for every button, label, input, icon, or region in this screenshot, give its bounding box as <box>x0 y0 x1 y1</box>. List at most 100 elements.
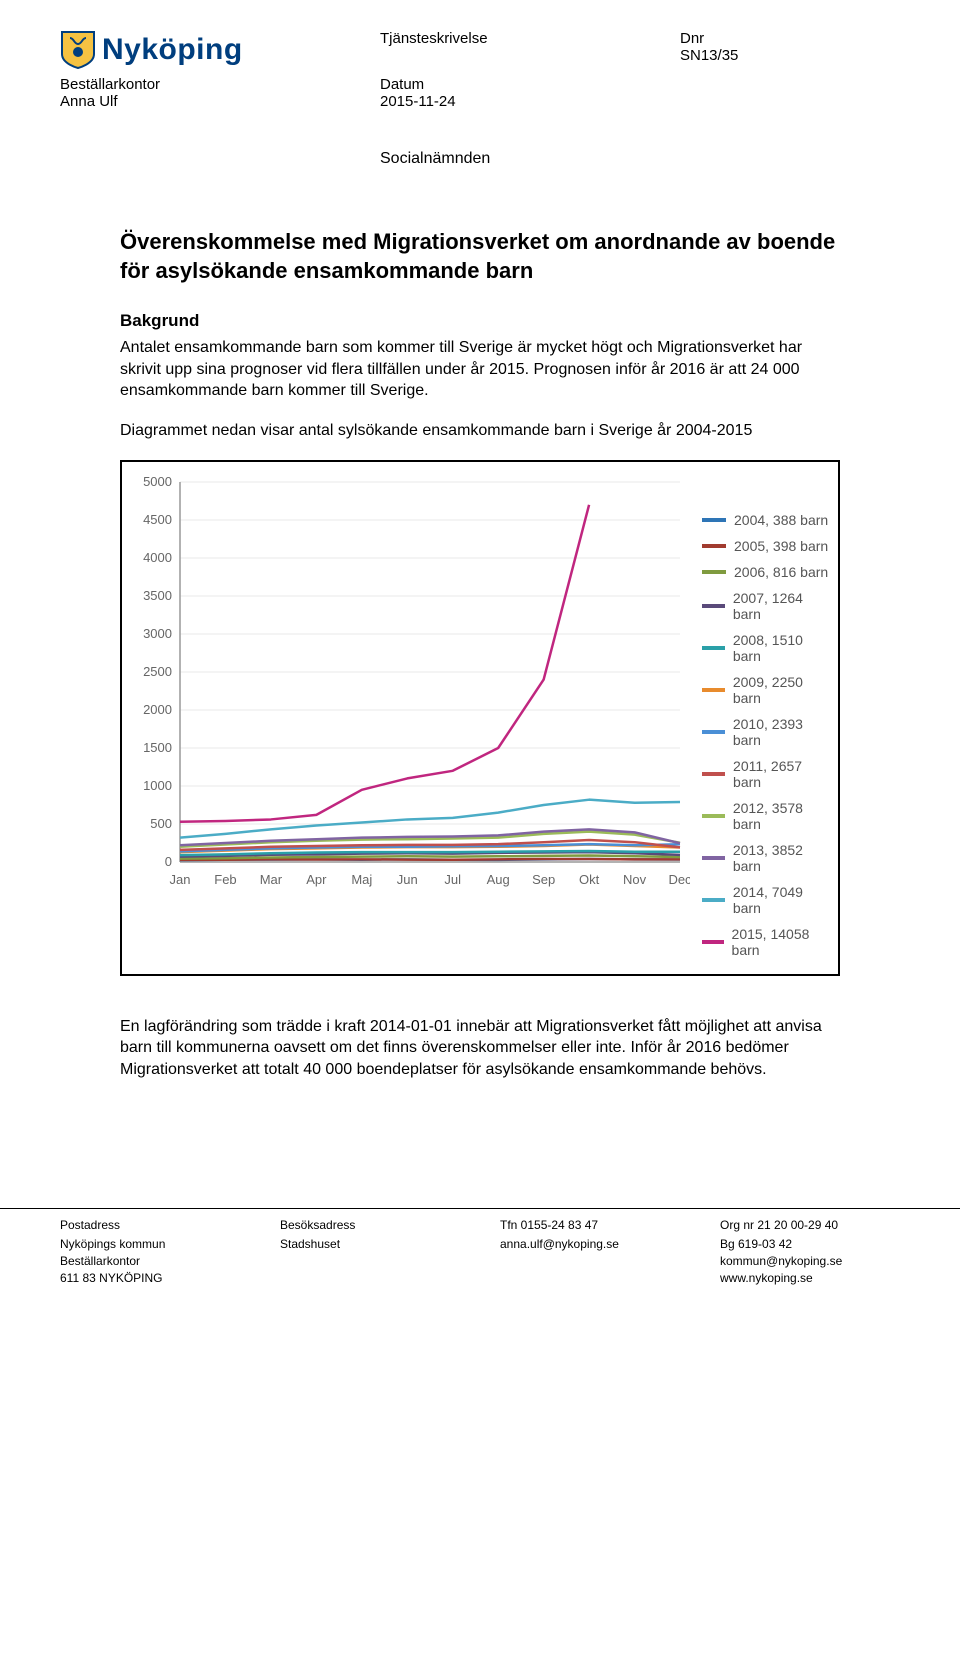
svg-text:1000: 1000 <box>143 778 172 793</box>
svg-text:Dec: Dec <box>668 872 690 887</box>
footer-col-3: Tfn 0155-24 83 47 anna.ulf@nykoping.se <box>500 1217 680 1286</box>
legend-item: 2006, 816 barn <box>702 564 830 580</box>
header-doc-type: Tjänsteskrivelse <box>380 30 680 47</box>
logo-text: Nyköping <box>102 33 243 67</box>
legend-swatch <box>702 646 725 650</box>
legend-label: 2009, 2250 barn <box>733 674 830 706</box>
legend-swatch <box>702 940 724 944</box>
svg-text:Feb: Feb <box>214 872 236 887</box>
legend-item: 2007, 1264 barn <box>702 590 830 622</box>
svg-text:2000: 2000 <box>143 702 172 717</box>
header-sub: Beställarkontor Anna Ulf Datum 2015-11-2… <box>60 76 900 110</box>
legend-item: 2013, 3852 barn <box>702 842 830 874</box>
line-chart: 0500100015002000250030003500400045005000… <box>130 472 690 892</box>
legend-swatch <box>702 604 725 608</box>
dnr-value: SN13/35 <box>680 47 900 64</box>
chart-frame: 0500100015002000250030003500400045005000… <box>120 460 840 976</box>
chart-plot: 0500100015002000250030003500400045005000… <box>130 472 690 892</box>
svg-text:1500: 1500 <box>143 740 172 755</box>
author: Anna Ulf <box>60 93 380 110</box>
page: Nyköping Tjänsteskrivelse Dnr SN13/35 Be… <box>0 0 960 1128</box>
footer-orgnr: Org nr 21 20 00-29 40 <box>720 1217 900 1234</box>
svg-text:Okt: Okt <box>579 872 600 887</box>
legend-swatch <box>702 518 726 522</box>
svg-text:Aug: Aug <box>487 872 510 887</box>
footer-tfn: Tfn 0155-24 83 47 <box>500 1217 680 1234</box>
svg-text:Jun: Jun <box>397 872 418 887</box>
footer: Postadress Nyköpings kommun Beställarkon… <box>0 1208 960 1296</box>
svg-text:Jul: Jul <box>444 872 461 887</box>
page-title: Överenskommelse med Migrationsverket om … <box>120 228 840 285</box>
logo-block: Nyköping <box>60 30 380 70</box>
para-1: Antalet ensamkommande barn som kommer ti… <box>120 337 840 402</box>
date-value: 2015-11-24 <box>380 93 680 110</box>
legend-swatch <box>702 772 725 776</box>
svg-text:5000: 5000 <box>143 474 172 489</box>
footer-www: www.nykoping.se <box>720 1270 900 1287</box>
footer-bg: Bg 619-03 42 <box>720 1236 900 1253</box>
date-label: Datum <box>380 76 680 93</box>
svg-text:500: 500 <box>150 816 172 831</box>
svg-text:2500: 2500 <box>143 664 172 679</box>
legend-swatch <box>702 544 726 548</box>
footer-col-4: Org nr 21 20 00-29 40 Bg 619-03 42 kommu… <box>720 1217 900 1286</box>
legend-swatch <box>702 730 725 734</box>
legend-item: 2015, 14058 barn <box>702 926 830 958</box>
footer-besok-label: Besöksadress <box>280 1217 460 1234</box>
shield-icon <box>60 30 96 70</box>
footer-postadress-l3: 611 83 NYKÖPING <box>60 1270 240 1287</box>
footer-col-2: Besöksadress Stadshuset <box>280 1217 460 1286</box>
legend-label: 2008, 1510 barn <box>733 632 830 664</box>
legend-swatch <box>702 688 725 692</box>
legend-item: 2005, 398 barn <box>702 538 830 554</box>
footer-email: anna.ulf@nykoping.se <box>500 1236 680 1253</box>
para-2: Diagrammet nedan visar antal sylsökande … <box>120 420 840 442</box>
legend-label: 2011, 2657 barn <box>733 758 830 790</box>
footer-kommun-email: kommun@nykoping.se <box>720 1253 900 1270</box>
svg-text:Mar: Mar <box>260 872 283 887</box>
header-top: Nyköping Tjänsteskrivelse Dnr SN13/35 <box>60 30 900 70</box>
legend-item: 2012, 3578 barn <box>702 800 830 832</box>
chart-inner: 0500100015002000250030003500400045005000… <box>130 472 830 968</box>
svg-text:Jan: Jan <box>170 872 191 887</box>
para-3: En lagförändring som trädde i kraft 2014… <box>120 1016 840 1081</box>
dnr-label: Dnr <box>680 30 900 47</box>
background-heading: Bakgrund <box>120 311 840 331</box>
legend-label: 2006, 816 barn <box>734 564 828 580</box>
footer-besok-l1: Stadshuset <box>280 1236 460 1253</box>
legend-swatch <box>702 570 726 574</box>
legend-label: 2010, 2393 barn <box>733 716 830 748</box>
svg-text:Nov: Nov <box>623 872 647 887</box>
legend-item: 2004, 388 barn <box>702 512 830 528</box>
header-date: Datum 2015-11-24 <box>380 76 680 110</box>
svg-text:3500: 3500 <box>143 588 172 603</box>
legend-item: 2009, 2250 barn <box>702 674 830 706</box>
footer-postadress-l2: Beställarkontor <box>60 1253 240 1270</box>
recipient: Socialnämnden <box>380 150 900 168</box>
footer-col-1: Postadress Nyköpings kommun Beställarkon… <box>60 1217 240 1286</box>
legend-label: 2012, 3578 barn <box>733 800 830 832</box>
legend-label: 2004, 388 barn <box>734 512 828 528</box>
legend-item: 2014, 7049 barn <box>702 884 830 916</box>
svg-text:4500: 4500 <box>143 512 172 527</box>
svg-text:0: 0 <box>165 854 172 869</box>
legend-label: 2005, 398 barn <box>734 538 828 554</box>
header-dnr: Dnr SN13/35 <box>680 30 900 64</box>
chart-legend: 2004, 388 barn 2005, 398 barn 2006, 816 ba… <box>690 472 830 968</box>
svg-text:4000: 4000 <box>143 550 172 565</box>
legend-item: 2010, 2393 barn <box>702 716 830 748</box>
legend-swatch <box>702 898 725 902</box>
legend-swatch <box>702 814 725 818</box>
legend-label: 2013, 3852 barn <box>733 842 830 874</box>
header-dept: Beställarkontor Anna Ulf <box>60 76 380 110</box>
legend-label: 2007, 1264 barn <box>733 590 830 622</box>
legend-item: 2008, 1510 barn <box>702 632 830 664</box>
legend-label: 2015, 14058 barn <box>732 926 830 958</box>
legend-item: 2011, 2657 barn <box>702 758 830 790</box>
footer-postadress-l1: Nyköpings kommun <box>60 1236 240 1253</box>
footer-postadress-label: Postadress <box>60 1217 240 1234</box>
legend-label: 2014, 7049 barn <box>733 884 830 916</box>
svg-text:Maj: Maj <box>351 872 372 887</box>
svg-text:Sep: Sep <box>532 872 555 887</box>
dept: Beställarkontor <box>60 76 380 93</box>
